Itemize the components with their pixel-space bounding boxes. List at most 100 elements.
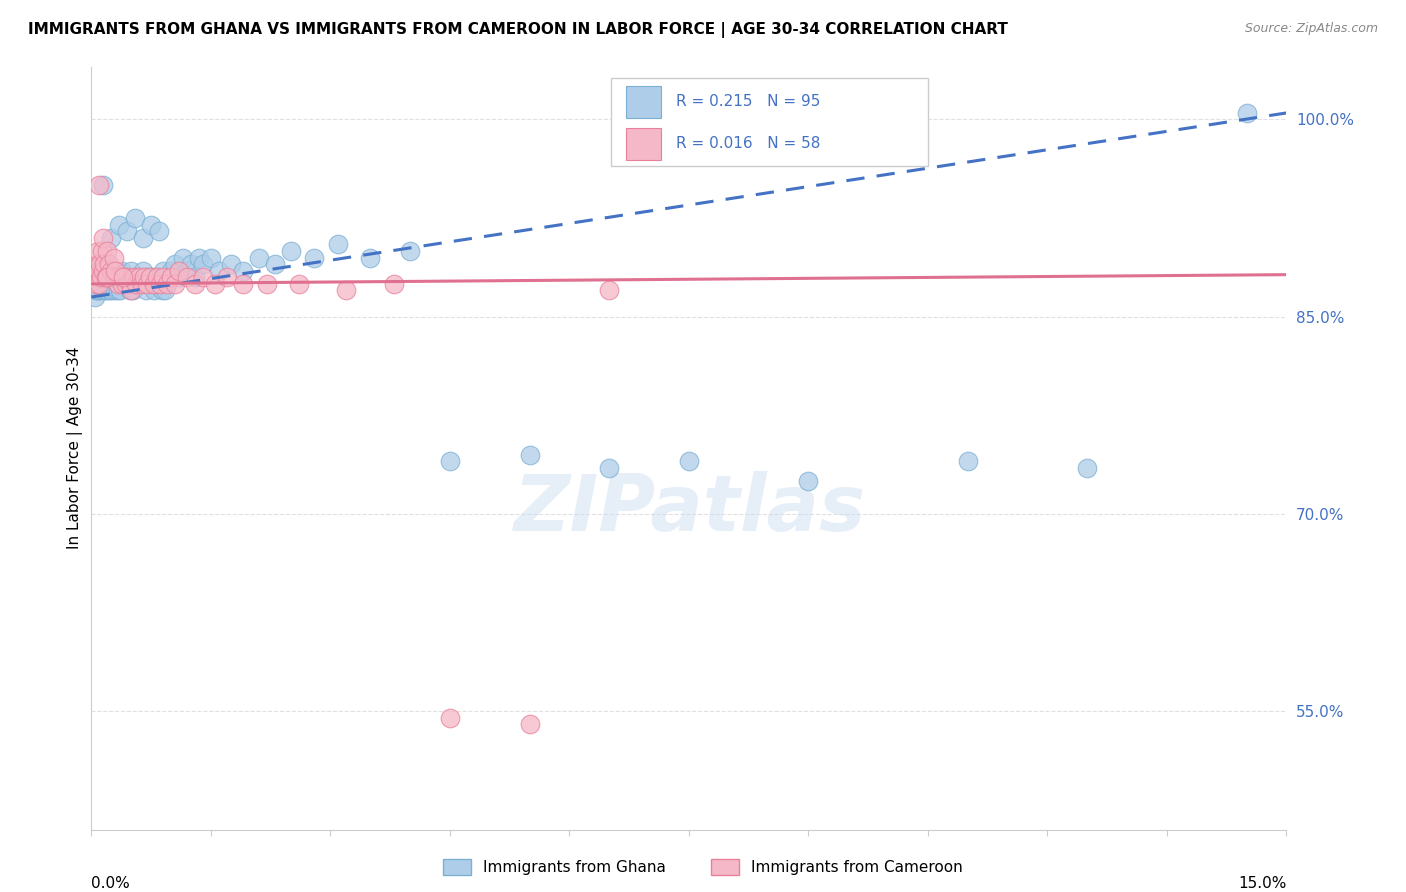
Point — [121, 284, 143, 298]
Point — [90, 270, 112, 285]
Point — [200, 251, 222, 265]
Point — [141, 218, 162, 232]
Point — [138, 277, 160, 291]
Point — [247, 251, 270, 265]
Point — [136, 270, 159, 285]
Point — [87, 263, 110, 277]
Point — [287, 277, 309, 291]
Point — [100, 263, 122, 277]
Point — [328, 237, 350, 252]
Point — [96, 244, 118, 258]
Point — [96, 284, 118, 298]
Point — [191, 257, 214, 271]
Point — [104, 270, 127, 285]
Point — [93, 270, 115, 285]
Text: Source: ZipAtlas.com: Source: ZipAtlas.com — [1244, 22, 1378, 36]
Point — [131, 277, 153, 291]
Point — [956, 454, 979, 468]
FancyBboxPatch shape — [626, 128, 661, 160]
Point — [155, 284, 177, 298]
Text: R = 0.215   N = 95: R = 0.215 N = 95 — [676, 95, 820, 110]
Point — [143, 270, 166, 285]
Point — [114, 270, 136, 285]
Point — [124, 270, 146, 285]
Point — [100, 231, 122, 245]
Point — [112, 270, 135, 285]
Point — [100, 263, 122, 277]
Text: R = 0.016   N = 58: R = 0.016 N = 58 — [676, 136, 820, 152]
Point — [678, 454, 700, 468]
Point — [172, 251, 194, 265]
Point — [160, 263, 183, 277]
Point — [519, 717, 541, 731]
Point — [93, 257, 115, 271]
Point — [142, 284, 165, 298]
Point — [101, 270, 124, 285]
Point — [127, 277, 149, 291]
Point — [97, 257, 120, 271]
Point — [156, 277, 179, 291]
Point — [87, 244, 110, 258]
Point — [120, 263, 142, 277]
Point — [399, 244, 422, 258]
Text: 0.0%: 0.0% — [91, 876, 131, 890]
Point — [176, 270, 198, 285]
Point — [184, 270, 207, 285]
Point — [103, 277, 125, 291]
Point — [96, 257, 118, 271]
Point — [304, 251, 326, 265]
Point — [108, 270, 131, 285]
Point — [215, 270, 238, 285]
Point — [84, 284, 107, 298]
Point — [96, 270, 118, 285]
Point — [150, 284, 173, 298]
Point — [598, 461, 620, 475]
Point — [112, 270, 135, 285]
Point — [98, 284, 121, 298]
Point — [128, 270, 150, 285]
Point — [132, 231, 155, 245]
Point — [105, 263, 128, 277]
Point — [163, 257, 186, 271]
Point — [104, 263, 127, 277]
Point — [89, 270, 111, 285]
Point — [89, 277, 111, 291]
Point — [335, 284, 357, 298]
FancyBboxPatch shape — [626, 86, 661, 118]
Point — [136, 277, 159, 291]
FancyBboxPatch shape — [612, 78, 928, 166]
Point — [107, 277, 129, 291]
Point — [146, 277, 169, 291]
Point — [439, 711, 461, 725]
Point — [204, 277, 226, 291]
Point — [89, 284, 111, 298]
Text: ZIPatlas: ZIPatlas — [513, 471, 865, 548]
Point — [87, 277, 110, 291]
Point — [84, 270, 107, 285]
Point — [97, 277, 120, 291]
Point — [232, 277, 254, 291]
Point — [139, 270, 162, 285]
Point — [128, 270, 150, 285]
Point — [132, 263, 155, 277]
Point — [382, 277, 405, 291]
Point — [108, 270, 131, 285]
Point — [176, 263, 198, 277]
Point — [141, 270, 162, 285]
Point — [107, 284, 129, 298]
Point — [93, 231, 114, 245]
Point — [152, 263, 174, 277]
Point — [89, 257, 111, 271]
Point — [90, 277, 112, 291]
Point — [104, 284, 127, 298]
Point — [118, 277, 141, 291]
Point — [94, 284, 117, 298]
Point — [160, 270, 183, 285]
Point — [87, 270, 110, 285]
Point — [84, 290, 107, 304]
Point — [208, 263, 231, 277]
Point — [1236, 106, 1258, 120]
Point — [120, 284, 142, 298]
Point — [1076, 461, 1098, 475]
Point — [118, 284, 141, 298]
